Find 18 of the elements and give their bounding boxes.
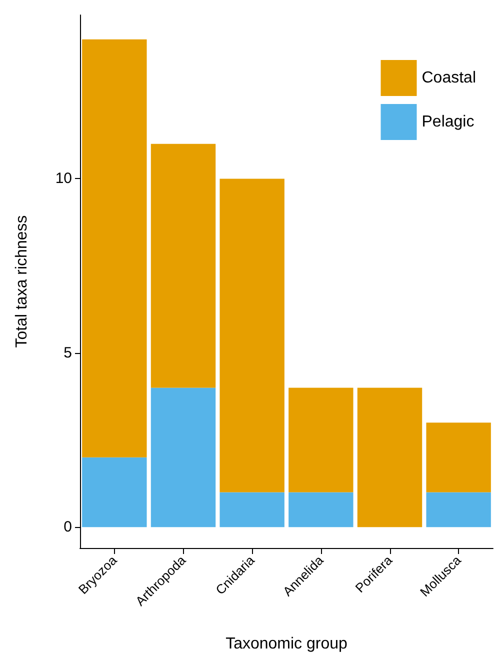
bar [426,422,491,492]
bar [150,144,216,388]
bar [288,388,354,492]
bar [82,457,147,528]
bar [150,388,216,528]
bar [220,492,284,528]
bar [82,39,147,458]
bar [288,492,354,528]
y-tick-label: 10 [55,170,72,188]
legend-label: Coastal [422,70,476,86]
legend-label: Pelagic [422,114,474,130]
y-tick-label: 5 [64,344,72,362]
bar [357,388,422,528]
x-axis-title: Taxonomic group [226,636,348,652]
y-axis-title: Total taxa richness [14,215,30,348]
bar [426,492,491,528]
y-tick-label: 0 [64,518,72,536]
bar [220,178,284,492]
